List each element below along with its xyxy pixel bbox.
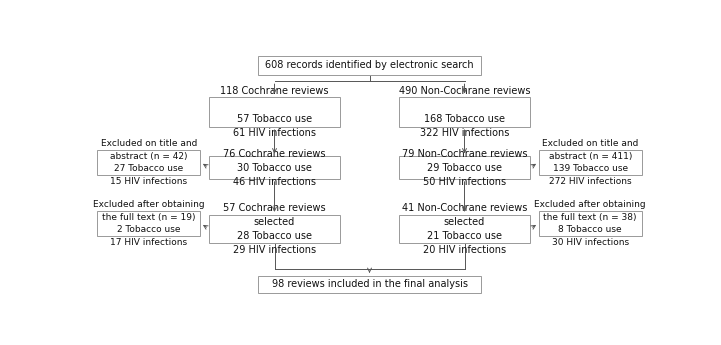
FancyBboxPatch shape (209, 97, 340, 127)
FancyBboxPatch shape (209, 215, 340, 243)
FancyBboxPatch shape (258, 276, 482, 293)
FancyBboxPatch shape (258, 56, 482, 75)
FancyBboxPatch shape (209, 156, 340, 179)
Text: Excluded after obtaining
the full text (n = 38)
8 Tobacco use
30 HIV infections: Excluded after obtaining the full text (… (534, 200, 646, 247)
Text: Excluded after obtaining
the full text (n = 19)
2 Tobacco use
17 HIV infections: Excluded after obtaining the full text (… (93, 200, 205, 247)
FancyBboxPatch shape (539, 150, 642, 175)
FancyBboxPatch shape (399, 97, 530, 127)
Text: 41 Non-Cochrane reviews
selected
21 Tobacco use
20 HIV infections: 41 Non-Cochrane reviews selected 21 Toba… (402, 203, 527, 255)
Text: 79 Non-Cochrane reviews
29 Tobacco use
50 HIV infections: 79 Non-Cochrane reviews 29 Tobacco use 5… (402, 149, 527, 187)
Text: Excluded on title and
abstract (n = 42)
27 Tobacco use
15 HIV infections: Excluded on title and abstract (n = 42) … (101, 139, 197, 186)
Text: 490 Non-Cochrane reviews

168 Tobacco use
322 HIV infections: 490 Non-Cochrane reviews 168 Tobacco use… (399, 86, 530, 138)
FancyBboxPatch shape (539, 211, 642, 236)
Text: 118 Cochrane reviews

57 Tobacco use
61 HIV infections: 118 Cochrane reviews 57 Tobacco use 61 H… (221, 86, 329, 138)
Text: Excluded on title and
abstract (n = 411)
139 Tobacco use
272 HIV infections: Excluded on title and abstract (n = 411)… (542, 139, 638, 186)
Text: 76 Cochrane reviews
30 Tobacco use
46 HIV infections: 76 Cochrane reviews 30 Tobacco use 46 HI… (224, 149, 326, 187)
FancyBboxPatch shape (399, 215, 530, 243)
Text: 98 reviews included in the final analysis: 98 reviews included in the final analysi… (272, 279, 467, 289)
FancyBboxPatch shape (97, 150, 200, 175)
FancyBboxPatch shape (97, 211, 200, 236)
Text: 608 records identified by electronic search: 608 records identified by electronic sea… (265, 60, 474, 70)
Text: 57 Cochrane reviews
selected
28 Tobacco use
29 HIV infections: 57 Cochrane reviews selected 28 Tobacco … (224, 203, 326, 255)
FancyBboxPatch shape (399, 156, 530, 179)
